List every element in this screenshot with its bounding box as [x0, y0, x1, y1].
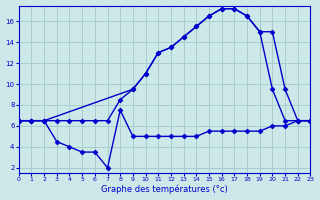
X-axis label: Graphe des températures (°c): Graphe des températures (°c) — [101, 185, 228, 194]
